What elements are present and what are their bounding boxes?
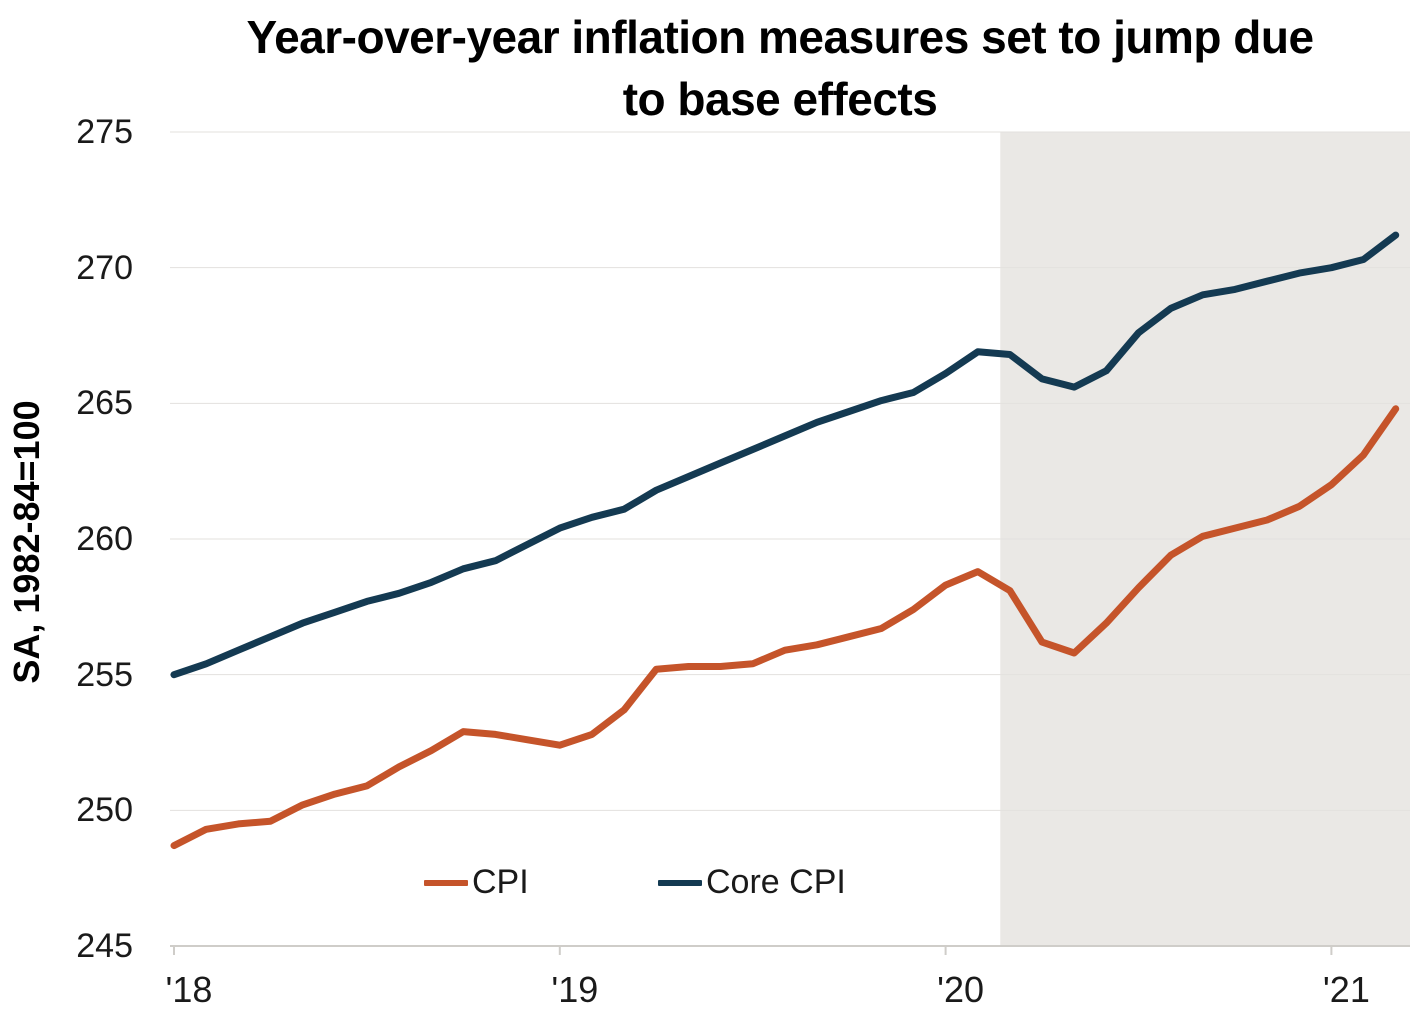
legend-item-core-cpi: Core CPI (658, 863, 846, 901)
core-cpi-line (170, 231, 1400, 679)
cpi-line (170, 405, 1400, 850)
core-cpi-legend-label: Core CPI (706, 863, 846, 901)
legend-item-cpi: CPI (424, 863, 529, 901)
chart-title: Year-over-year inflation measures set to… (140, 6, 1420, 130)
core-cpi-line-swatch (658, 879, 702, 886)
chart-title-line-1: Year-over-year inflation measures set to… (246, 11, 1314, 63)
chart-title-line-2: to base effects (622, 73, 938, 125)
cpi-legend-label: CPI (472, 863, 529, 901)
cpi-line-swatch (424, 879, 468, 886)
